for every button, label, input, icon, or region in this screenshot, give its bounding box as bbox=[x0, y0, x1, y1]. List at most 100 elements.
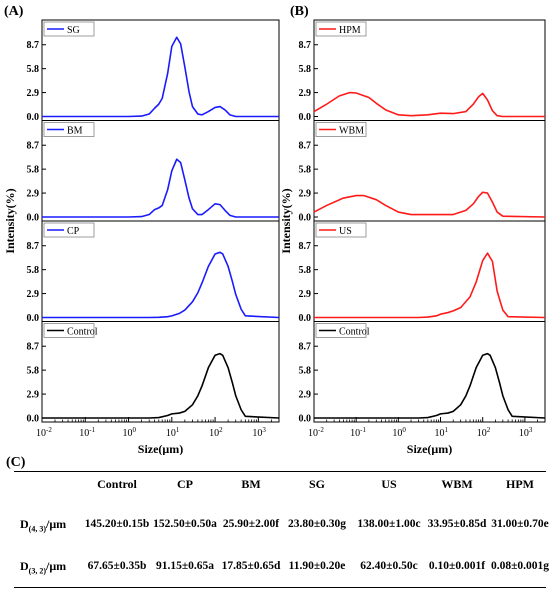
panel-label-c: (C) bbox=[6, 455, 26, 470]
table-top-rule bbox=[14, 471, 546, 472]
table-cell: 138.00±1.00c bbox=[357, 518, 421, 530]
x-tick-label: 101 bbox=[166, 426, 180, 439]
x-tick-label: 100 bbox=[392, 426, 406, 439]
col-header-cp: CP bbox=[177, 477, 193, 491]
y-tick-label: 0.0 bbox=[299, 414, 312, 425]
series-line-hpm bbox=[313, 91, 545, 118]
table-cell: 91.15±0.65a bbox=[155, 560, 215, 572]
row-header-d43-sub: (4, 3) bbox=[28, 524, 46, 534]
row-header-d43-unit: /μm bbox=[46, 517, 67, 531]
legend-label-cp: CP bbox=[67, 226, 80, 237]
x-tick-label: 102 bbox=[209, 426, 223, 439]
x-tick-label: 103 bbox=[519, 426, 533, 439]
y-tick-label: 8.7 bbox=[299, 141, 312, 152]
table-cell: 23.80±0.30g bbox=[287, 518, 347, 530]
y-axis-label: Intensity(%) bbox=[279, 188, 293, 253]
table-cell: 33.95±0.85d bbox=[427, 518, 487, 530]
y-tick-label: 0.0 bbox=[27, 313, 40, 324]
y-tick-label: 8.7 bbox=[299, 241, 312, 252]
y-tick-label: 0.0 bbox=[299, 112, 312, 123]
y-tick-label: 0.0 bbox=[27, 213, 40, 224]
y-tick-label: 2.9 bbox=[299, 88, 312, 99]
x-axis-label: Size(μm) bbox=[138, 442, 183, 455]
series-line-sg bbox=[42, 36, 279, 118]
table-cell: 11.90±0.20e bbox=[288, 560, 346, 572]
y-tick-label: 8.7 bbox=[299, 342, 312, 353]
table-cell: 145.20±0.15b bbox=[84, 518, 150, 530]
row-header-d43-base: D bbox=[20, 517, 29, 531]
table-bottom-rule bbox=[14, 587, 546, 588]
y-tick-label: 8.7 bbox=[299, 40, 312, 51]
y-tick-label: 0.0 bbox=[299, 213, 312, 224]
x-tick-label: 10-1 bbox=[79, 426, 95, 439]
series-line-us bbox=[314, 252, 546, 319]
table-cell: 25.90±2.00f bbox=[222, 518, 280, 530]
series-line-cp bbox=[42, 251, 280, 319]
row-header-d32-sub: (3, 2) bbox=[28, 566, 46, 576]
col-header-wbm: WBM bbox=[441, 477, 473, 491]
y-tick-label: 2.9 bbox=[27, 289, 40, 300]
legend-box bbox=[315, 122, 367, 137]
table-cell: 0.10±0.001f bbox=[428, 560, 486, 572]
x-tick-label: 103 bbox=[252, 426, 266, 439]
y-tick-label: 5.8 bbox=[27, 265, 40, 276]
legend-label-sg: SG bbox=[67, 25, 80, 36]
row-header-d32-base: D bbox=[20, 559, 29, 573]
x-axis-label: Size(μm) bbox=[407, 442, 452, 455]
x-tick-label: 10-2 bbox=[308, 426, 324, 439]
x-tick-label: 102 bbox=[477, 426, 491, 439]
legend-label-hpm: HPM bbox=[339, 25, 361, 36]
table-cell: 17.85±0.65d bbox=[221, 560, 281, 572]
subplot-frame bbox=[313, 321, 546, 423]
y-tick-label: 8.7 bbox=[27, 241, 40, 252]
y-tick-label: 5.8 bbox=[299, 366, 312, 377]
y-tick-label: 2.9 bbox=[27, 88, 40, 99]
panel-label-a: (A) bbox=[4, 4, 24, 19]
row-header-d32-unit: /μm bbox=[46, 559, 67, 573]
col-header-control: Control bbox=[97, 477, 137, 491]
figure-panels: (A) 0.0 2.9 5.8 8.7 SG 0.0 2.9 5.8 8.7 BM 0.0 2.9 5.8… bbox=[3, 4, 546, 455]
legend-label-us: US bbox=[339, 226, 352, 237]
legend-box bbox=[43, 21, 95, 37]
y-tick-label: 0.0 bbox=[27, 414, 40, 425]
y-axis-label: Intensity(%) bbox=[3, 188, 17, 253]
row-header-d32: D(3, 2)/μm bbox=[20, 559, 66, 575]
legend-box bbox=[43, 122, 95, 137]
x-tick-label: 10-1 bbox=[350, 426, 366, 439]
x-tick-label: 101 bbox=[435, 426, 449, 439]
y-tick-label: 2.9 bbox=[299, 289, 312, 300]
y-tick-label: 2.9 bbox=[299, 189, 312, 200]
y-tick-label: 5.8 bbox=[27, 165, 40, 176]
legend-label-control: Control bbox=[339, 327, 370, 338]
table-cell: 31.00±0.70e bbox=[491, 518, 549, 530]
x-tick-label: 100 bbox=[123, 426, 137, 439]
col-header-bm: BM bbox=[241, 477, 261, 491]
legend-box bbox=[43, 323, 95, 338]
y-tick-label: 2.9 bbox=[27, 189, 40, 200]
legend-box bbox=[315, 323, 367, 338]
series-line-control bbox=[314, 352, 546, 419]
x-tick-label: 10-2 bbox=[36, 426, 52, 439]
legend-label-bm: BM bbox=[67, 126, 83, 137]
table-cell: 67.65±0.35b bbox=[87, 560, 147, 572]
subplot-frame bbox=[41, 321, 280, 423]
legend-box bbox=[315, 222, 367, 238]
y-tick-label: 0.0 bbox=[299, 313, 312, 324]
y-tick-label: 8.7 bbox=[27, 141, 40, 152]
y-tick-label: 5.8 bbox=[299, 64, 312, 75]
panel-label-b: (B) bbox=[290, 4, 309, 19]
legend-label-wbm: WBM bbox=[339, 126, 364, 137]
table-cell: 152.50±0.50a bbox=[153, 518, 217, 530]
col-header-us: US bbox=[381, 477, 397, 491]
series-line-bm bbox=[42, 158, 279, 218]
legend-box bbox=[315, 21, 367, 37]
legend-label-control: Control bbox=[67, 327, 98, 338]
y-tick-label: 8.7 bbox=[27, 342, 40, 353]
col-header-sg: SG bbox=[308, 477, 325, 491]
y-tick-label: 2.9 bbox=[299, 390, 312, 401]
y-tick-label: 5.8 bbox=[27, 64, 40, 75]
y-tick-label: 5.8 bbox=[299, 165, 312, 176]
y-tick-label: 5.8 bbox=[299, 265, 312, 276]
y-tick-label: 8.7 bbox=[27, 40, 40, 51]
row-header-d43: D(4, 3)/μm bbox=[20, 517, 66, 533]
